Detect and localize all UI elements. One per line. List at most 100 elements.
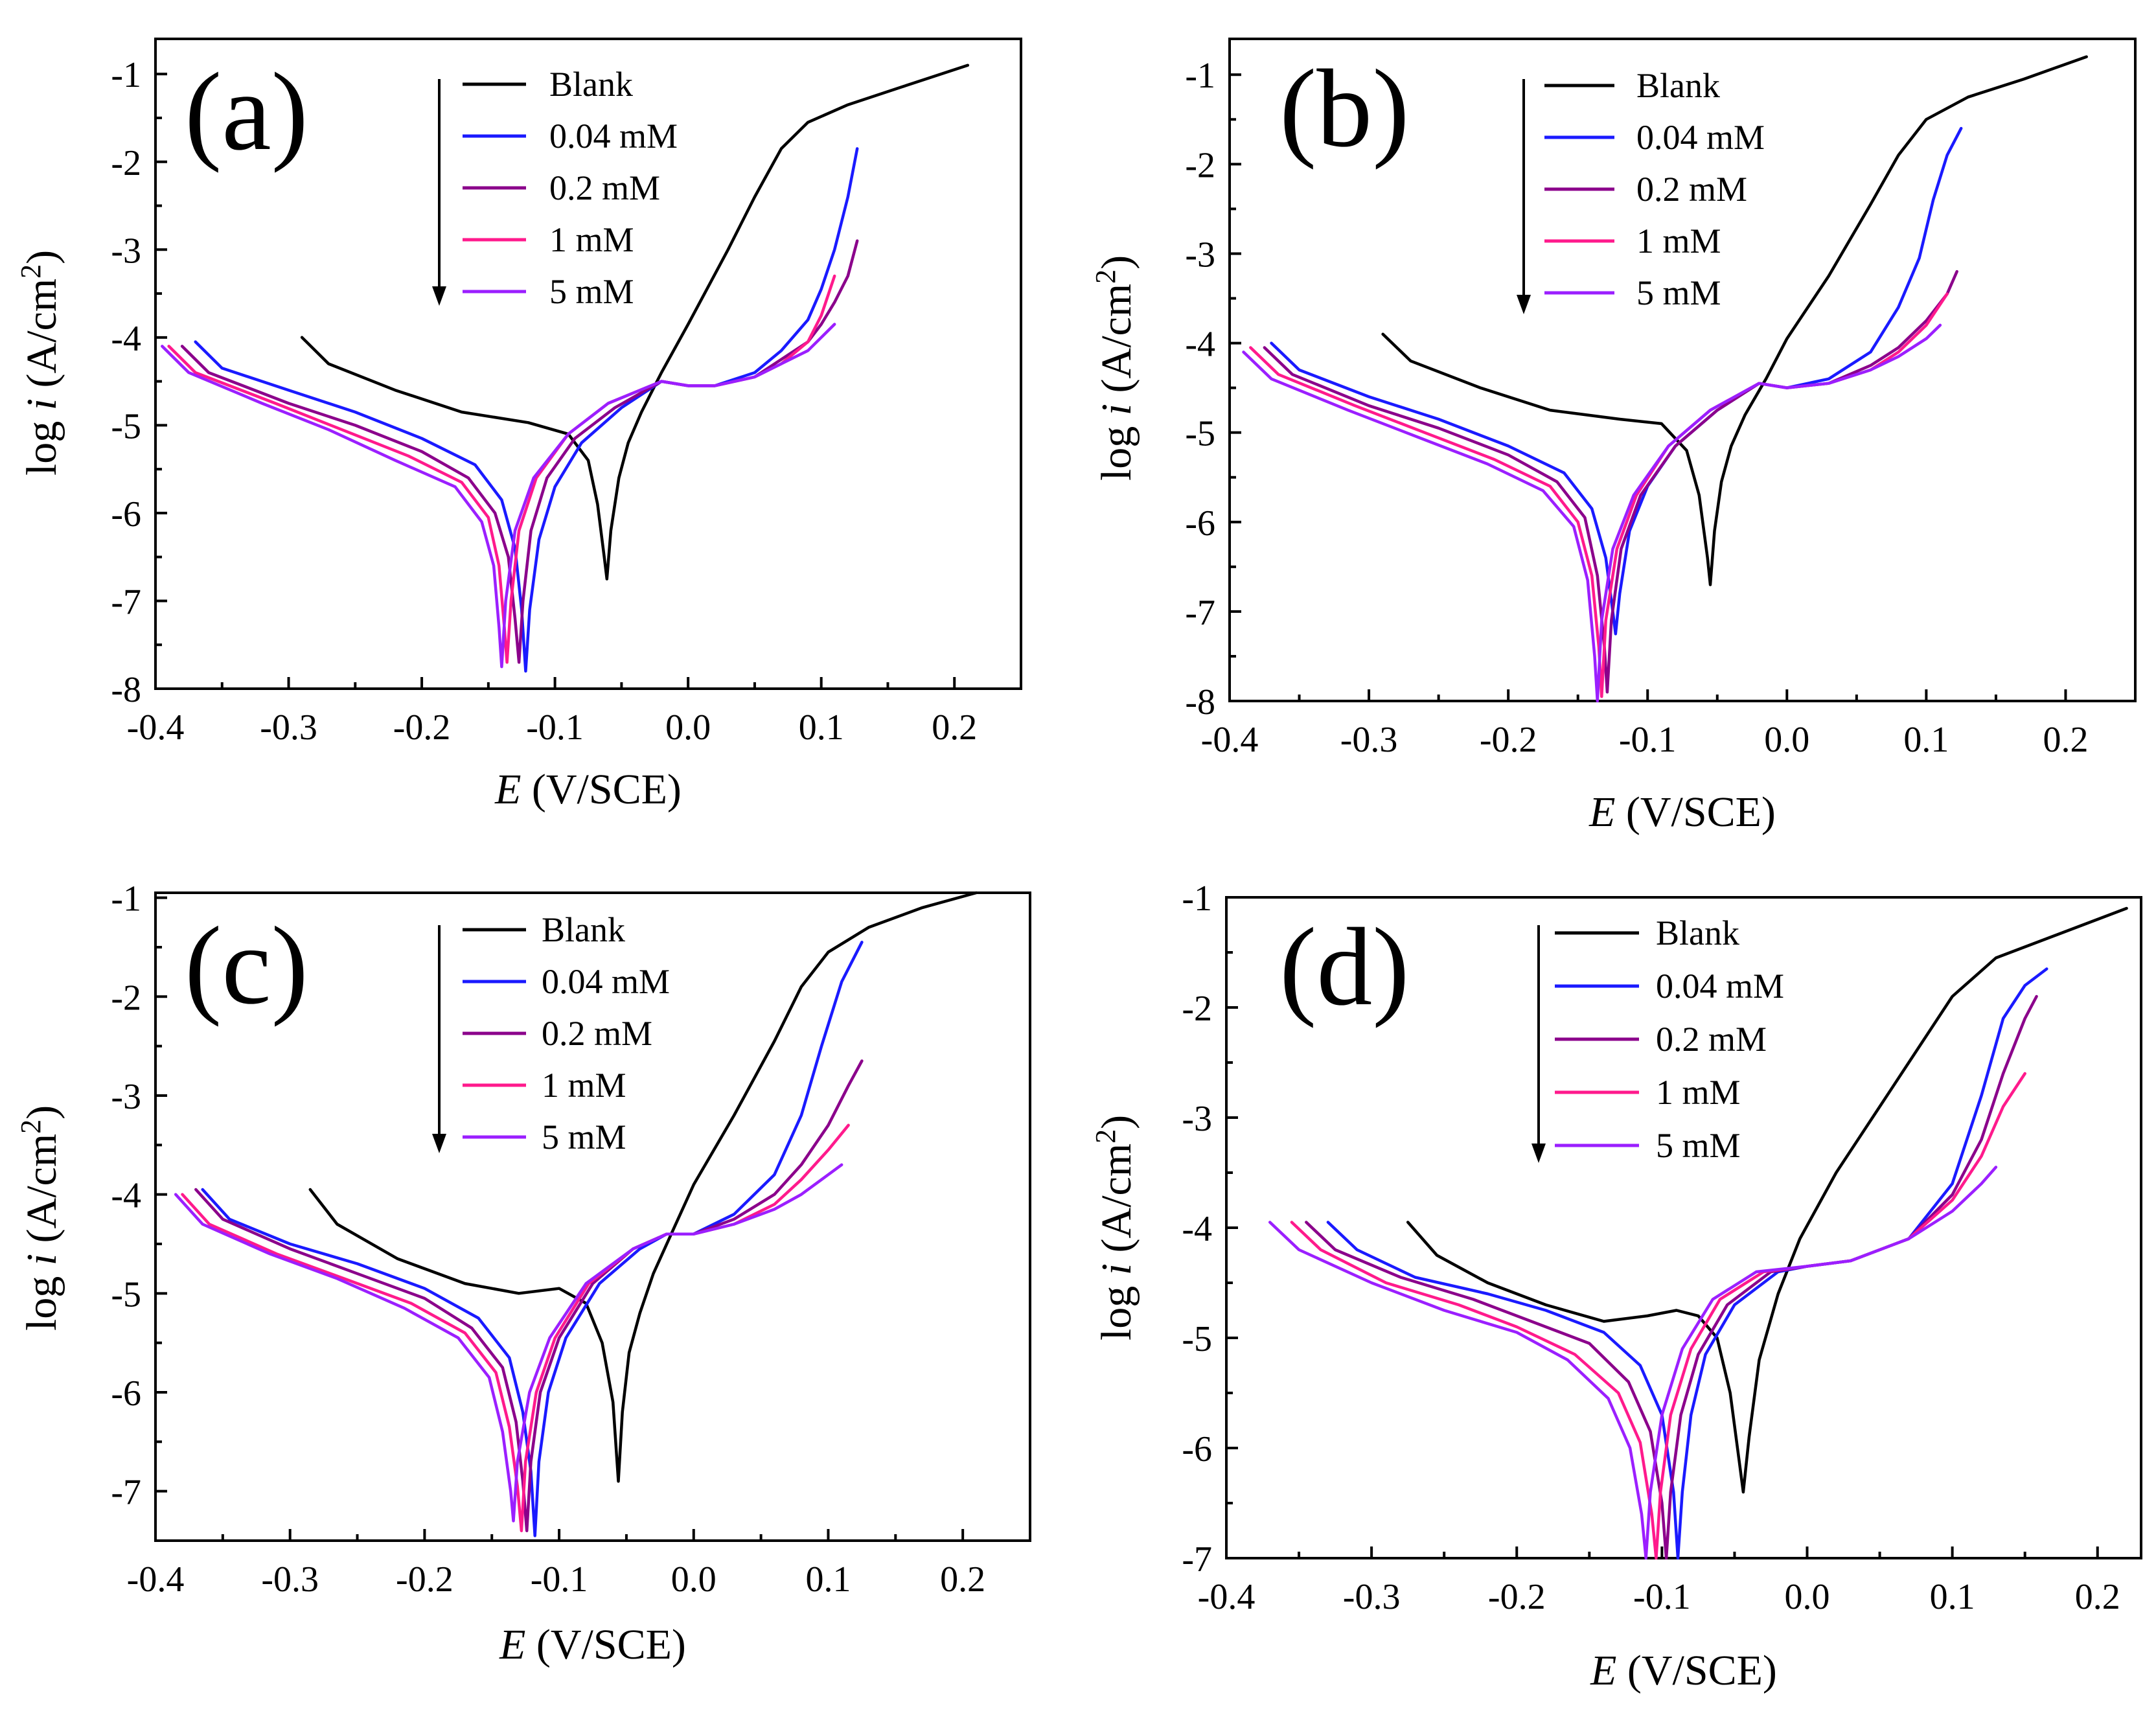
plot-frame <box>1228 38 2137 702</box>
legend-label: 1 mM <box>1656 1073 1741 1112</box>
legend-label: 5 mM <box>1656 1126 1741 1165</box>
series-line-0-2-mm <box>1263 270 1958 694</box>
y-tick-label: -4 <box>1185 325 1215 365</box>
y-tick-label: -6 <box>111 494 141 535</box>
y-tick-label: -1 <box>111 879 141 919</box>
legend-label: 0.2 mM <box>1636 170 1747 209</box>
y-tick-label: -7 <box>111 582 141 622</box>
plot-frame <box>154 891 1031 1542</box>
x-tick-label: -0.3 <box>260 707 317 748</box>
x-tick-label: -0.3 <box>1340 720 1398 760</box>
legend-label: Blank <box>549 65 633 104</box>
panel-label: (d) <box>1279 906 1410 1029</box>
x-tick-label: 0.0 <box>671 1559 717 1600</box>
y-tick-label: -2 <box>1182 989 1212 1029</box>
y-tick-label: -6 <box>1185 503 1215 544</box>
legend-label: Blank <box>542 910 625 949</box>
x-tick-label: -0.4 <box>1201 720 1259 760</box>
series-line-5-mm <box>174 1163 843 1523</box>
x-tick-label: -0.4 <box>127 707 185 748</box>
legend-label: 0.2 mM <box>542 1014 652 1053</box>
series-line-0-2-mm <box>1305 994 2038 1560</box>
y-tick-label: -1 <box>111 55 141 95</box>
x-tick-label: -0.1 <box>1619 720 1677 760</box>
legend-arrow-head <box>1517 295 1531 314</box>
x-tick-label: 0.2 <box>2075 1577 2120 1617</box>
legend: Blank 0.04 mM 0.2 mM 1 mM 5 mM <box>1555 914 1784 1165</box>
legend-label: 1 mM <box>549 220 634 259</box>
x-tick-label: 0.1 <box>805 1559 851 1600</box>
y-tick-label: -1 <box>1182 879 1212 919</box>
legend-label: 5 mM <box>1636 273 1721 312</box>
legend-label: 1 mM <box>1636 222 1721 260</box>
chart-panel-a: -0.4 -0.3 -0.2 -0.1 0.0 0.1 0.2 -8 -7 -6 -5 -4 -3 -2 -… <box>15 38 1022 813</box>
plot-frame <box>154 38 1022 690</box>
legend-label: 0.2 mM <box>549 168 660 207</box>
y-axis-title: log i (A/cm2) <box>15 250 66 476</box>
y-tick-label: -3 <box>111 1077 141 1117</box>
legend-label: 1 mM <box>542 1066 626 1105</box>
x-tick-label: 0.2 <box>940 1559 985 1600</box>
legend-label: 0.04 mM <box>1636 118 1765 157</box>
x-tick-label: 0.1 <box>1903 720 1949 760</box>
panel-label: (b) <box>1279 47 1410 170</box>
y-tick-label: -2 <box>111 143 141 183</box>
y-tick-label: -6 <box>111 1374 141 1414</box>
x-tick-label: -0.1 <box>531 1559 588 1600</box>
legend: Blank 0.04 mM 0.2 mM 1 mM 5 mM <box>1544 66 1765 312</box>
y-tick-label: -4 <box>1182 1209 1212 1249</box>
y-tick-label: -7 <box>1182 1539 1212 1580</box>
legend-label: 0.04 mM <box>542 962 670 1001</box>
series-line-blank <box>1381 55 2088 586</box>
y-tick-label: -3 <box>1185 235 1215 275</box>
x-tick-label: 0.0 <box>665 707 711 748</box>
y-tick-label: -6 <box>1182 1429 1212 1469</box>
legend-label: Blank <box>1656 914 1739 952</box>
series-line-1-mm <box>181 1123 850 1532</box>
x-tick-label: -0.3 <box>261 1559 319 1600</box>
x-tick-label: 0.0 <box>1764 720 1809 760</box>
y-tick-label: -7 <box>1185 593 1215 633</box>
series-line-1-mm <box>1249 292 1949 698</box>
y-axis-title: log i (A/cm2) <box>15 1105 66 1331</box>
series-line-blank <box>308 891 978 1483</box>
panel-label: (c) <box>185 904 308 1028</box>
series-line-5-mm <box>161 323 836 669</box>
series-line-0-2-mm <box>194 1059 864 1532</box>
x-tick-label: -0.4 <box>127 1559 185 1600</box>
y-tick-label: -5 <box>111 1274 141 1315</box>
legend-arrow-head <box>432 1134 446 1153</box>
x-tick-label: 0.2 <box>932 707 977 748</box>
x-tick-label: 0.1 <box>799 707 844 748</box>
y-axis-title: log i (A/cm2) <box>1090 255 1141 481</box>
legend-label: 0.2 mM <box>1656 1020 1767 1059</box>
x-axis-title: E (V/SCE) <box>1590 1647 1777 1694</box>
series-line-1-mm <box>167 274 836 664</box>
x-tick-label: 0.2 <box>2043 720 2088 760</box>
y-axis-title: log i (A/cm2) <box>1090 1115 1141 1340</box>
panel-label: (a) <box>185 51 308 174</box>
series-line-0-04-mm <box>201 941 864 1537</box>
x-axis-title: E (V/SCE) <box>499 1621 686 1668</box>
series-line-blank <box>300 63 970 581</box>
legend-label: 5 mM <box>542 1118 626 1156</box>
x-tick-label: -0.1 <box>1633 1577 1691 1617</box>
y-tick-label: -5 <box>111 406 141 446</box>
legend-arrow-head <box>1531 1144 1546 1163</box>
x-tick-label: -0.2 <box>1480 720 1537 760</box>
y-tick-label: -4 <box>111 1176 141 1216</box>
y-tick-label: -2 <box>111 978 141 1018</box>
series-line-5-mm <box>1268 1166 1998 1560</box>
series-line-1-mm <box>1290 1072 2026 1560</box>
x-tick-label: -0.1 <box>526 707 584 748</box>
legend-label: 0.04 mM <box>549 117 678 155</box>
y-tick-label: -4 <box>111 319 141 359</box>
y-tick-label: -3 <box>111 231 141 271</box>
chart-panel-d: -0.4 -0.3 -0.2 -0.1 0.0 0.1 0.2 -7 -6 -5 -4 -3 -2 -1 (… <box>1090 879 2142 1694</box>
legend-label: 0.04 mM <box>1656 967 1784 1006</box>
x-axis-title: E (V/SCE) <box>494 766 682 813</box>
x-tick-label: -0.2 <box>393 707 451 748</box>
x-tick-label: -0.2 <box>396 1559 453 1600</box>
y-tick-label: -2 <box>1185 145 1215 185</box>
